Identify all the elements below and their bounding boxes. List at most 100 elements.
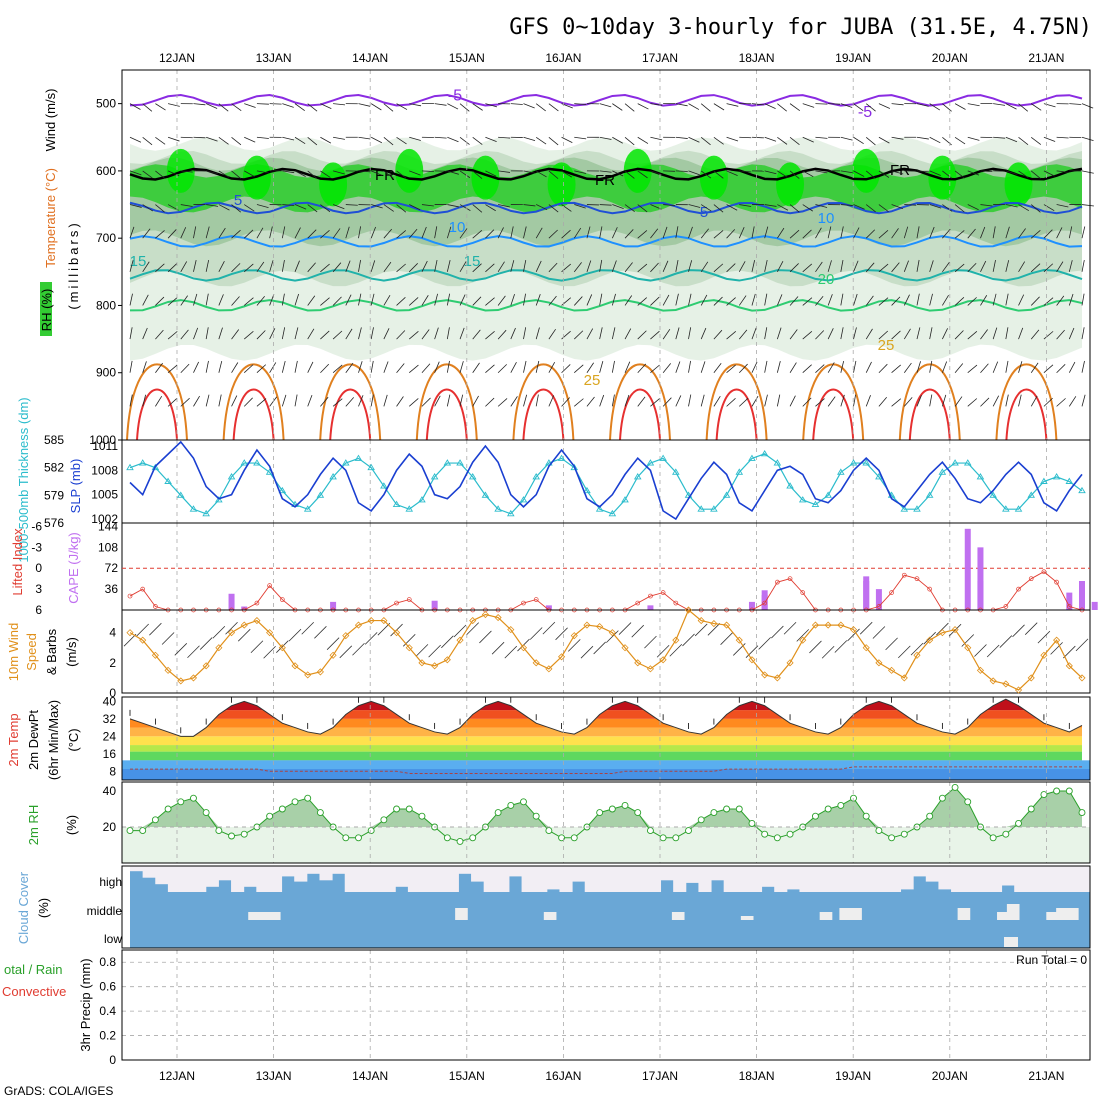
upper-rh-label: RH (%) — [39, 289, 54, 332]
cloud-high-gap — [445, 866, 459, 892]
wind-barb — [129, 103, 141, 110]
wind-barb — [751, 361, 758, 373]
cloud-high-gap — [698, 866, 712, 892]
wind-barb — [815, 204, 828, 208]
precip-frame — [121, 949, 1091, 1061]
wind-barb — [624, 103, 635, 112]
cloud-high-gap — [887, 866, 902, 892]
wind-speed-point — [697, 616, 705, 625]
cloud-high-gap — [1052, 866, 1066, 892]
wind-barb — [1043, 331, 1054, 340]
wind-barb — [256, 296, 265, 306]
lifted-point — [127, 593, 133, 599]
wind-barb — [992, 395, 1000, 407]
lifted-point — [889, 590, 894, 595]
lifted-index-label: Lifted Index — [10, 528, 25, 596]
rh2m-point — [278, 805, 286, 813]
thickness-point — [430, 473, 439, 480]
wind-barb — [193, 361, 200, 373]
wind-barb — [409, 136, 421, 141]
cloud-high-gap — [407, 866, 422, 892]
thickness-point — [570, 463, 579, 471]
wind-barb — [929, 327, 933, 340]
cloud-high-gap — [546, 866, 560, 890]
wind-speed-point — [786, 659, 794, 667]
wind-barb — [497, 329, 507, 340]
wind-barb — [586, 396, 595, 407]
wind-barb — [1005, 170, 1018, 175]
cloud-high-gap — [685, 866, 699, 883]
wind-barb — [1081, 204, 1094, 207]
cloud-high-gap — [938, 866, 952, 890]
isotherm-35-dome — [425, 388, 468, 441]
wind-barb — [967, 204, 979, 211]
contour-label: FR — [890, 162, 910, 179]
rh2m-point — [342, 834, 350, 842]
isotherm-35-dome — [715, 388, 758, 441]
wind-barb — [459, 327, 465, 340]
wind-tick: 4 — [109, 626, 116, 640]
wind-barb — [1030, 362, 1039, 373]
contour-label: 5 — [234, 192, 242, 209]
rh-high-patch — [699, 155, 728, 200]
isotherm-35-dome — [619, 388, 661, 441]
wind-barb — [129, 260, 134, 272]
wind-barb-10m — [352, 642, 365, 656]
wind-barb — [307, 395, 313, 407]
wind-barb — [167, 297, 178, 306]
wind-barb — [599, 293, 603, 306]
wind-barb — [256, 330, 266, 340]
cloud-high-gap — [1064, 866, 1078, 892]
cloud-high-gap — [875, 866, 889, 892]
thickness-point — [367, 463, 375, 471]
wind-barb — [167, 398, 178, 407]
wind-barb — [155, 263, 165, 273]
wind-speed-point — [392, 629, 401, 637]
wind-barb — [243, 364, 254, 374]
wind-barb-10m — [593, 641, 606, 655]
thickness-point — [824, 491, 832, 498]
wind-barb — [789, 136, 800, 146]
wind-barb — [244, 204, 255, 212]
wind-speed-point — [684, 606, 693, 614]
wind-barb — [726, 170, 738, 177]
wind-barb — [967, 228, 976, 239]
wind-barb — [1068, 293, 1074, 306]
wind-barb-10m — [923, 631, 936, 645]
wind-barb — [612, 204, 624, 209]
cloud-high-gap — [1077, 866, 1091, 892]
wind-barb — [548, 229, 558, 239]
wind-barb — [827, 260, 832, 272]
wind-barb — [206, 136, 218, 142]
wind-barb — [383, 170, 394, 179]
rh2m-point — [126, 827, 134, 835]
wind-barb-10m — [339, 645, 353, 659]
wind-barb — [523, 394, 528, 407]
wind-barb — [167, 229, 177, 239]
wind-barb — [535, 103, 546, 112]
wind-barb-10m — [732, 643, 746, 656]
wind-barb — [205, 226, 210, 239]
wind-barb — [980, 295, 988, 306]
wind-barb — [941, 361, 948, 373]
wind-barb — [383, 328, 390, 340]
wind-barb — [307, 328, 315, 340]
cape-axis-label: CAPE (J/kg) — [66, 532, 81, 604]
wind-barb — [434, 293, 438, 306]
wind-barb — [802, 136, 814, 143]
wind-barb — [954, 136, 966, 145]
isotherm-35-dome — [522, 388, 565, 441]
cloud-middle-block — [258, 912, 271, 920]
thickness-point — [557, 454, 566, 461]
wind-barb — [535, 294, 541, 306]
wind-barb — [294, 103, 305, 111]
wind-barb — [865, 204, 876, 213]
wind-barb — [332, 398, 343, 407]
wind-barb — [459, 294, 466, 306]
wind-barb — [1018, 204, 1030, 212]
wind-barb — [802, 229, 812, 239]
wind-barb — [853, 394, 857, 407]
wind-speed-point — [164, 666, 172, 674]
wind-barb — [358, 259, 361, 272]
wind-barb — [967, 297, 977, 306]
